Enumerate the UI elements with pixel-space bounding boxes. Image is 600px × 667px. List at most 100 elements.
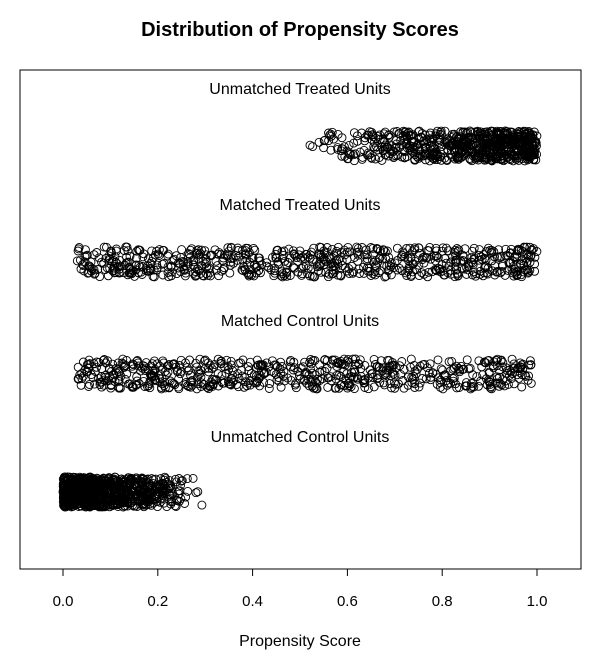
data-point bbox=[474, 250, 484, 260]
data-point bbox=[84, 261, 94, 271]
data-point bbox=[312, 378, 321, 388]
data-point bbox=[152, 483, 162, 492]
data-point bbox=[353, 373, 363, 383]
data-point bbox=[122, 369, 132, 379]
data-point bbox=[132, 474, 142, 484]
data-point bbox=[488, 151, 498, 161]
data-point bbox=[471, 269, 481, 279]
data-point bbox=[166, 490, 176, 500]
data-point bbox=[152, 359, 162, 369]
data-point bbox=[524, 371, 534, 381]
data-point bbox=[319, 143, 329, 153]
data-point bbox=[319, 260, 329, 270]
data-point bbox=[84, 355, 94, 365]
data-point bbox=[356, 364, 366, 374]
data-point bbox=[462, 355, 472, 365]
data-point bbox=[93, 478, 103, 487]
data-point bbox=[417, 268, 427, 278]
data-point bbox=[249, 370, 259, 380]
data-point bbox=[481, 139, 491, 148]
data-point bbox=[192, 384, 202, 394]
x-axis-title: Propensity Score bbox=[239, 633, 361, 650]
data-point bbox=[85, 479, 95, 489]
data-point bbox=[82, 367, 92, 376]
data-point bbox=[370, 143, 380, 153]
data-point bbox=[402, 152, 412, 162]
data-point bbox=[183, 486, 193, 496]
data-point bbox=[371, 261, 381, 271]
data-point bbox=[106, 383, 116, 393]
data-point bbox=[344, 148, 354, 158]
data-point bbox=[447, 356, 457, 366]
data-point bbox=[378, 366, 388, 376]
data-point bbox=[286, 376, 296, 385]
data-point bbox=[112, 496, 122, 506]
data-point bbox=[333, 144, 343, 154]
data-point bbox=[326, 131, 336, 141]
data-point bbox=[378, 245, 388, 255]
chart-title: Distribution of Propensity Scores bbox=[141, 19, 459, 41]
data-point bbox=[303, 269, 313, 279]
data-point bbox=[244, 366, 254, 376]
data-point bbox=[77, 477, 87, 487]
data-point bbox=[349, 128, 359, 138]
data-point bbox=[190, 271, 200, 281]
data-point bbox=[97, 482, 106, 492]
data-point bbox=[507, 369, 517, 378]
data-point bbox=[182, 474, 192, 484]
data-point bbox=[80, 245, 90, 255]
data-point bbox=[397, 357, 407, 366]
data-point bbox=[384, 132, 394, 142]
data-point bbox=[166, 261, 176, 271]
data-point bbox=[329, 251, 339, 261]
data-point bbox=[132, 490, 142, 500]
data-point bbox=[402, 244, 411, 253]
data-point bbox=[240, 265, 250, 274]
data-point bbox=[88, 373, 98, 382]
data-point bbox=[481, 247, 491, 257]
data-point bbox=[297, 264, 307, 273]
data-point bbox=[404, 127, 414, 137]
data-point bbox=[438, 384, 448, 394]
data-point bbox=[391, 379, 401, 389]
data-point bbox=[397, 250, 407, 260]
data-point bbox=[389, 127, 399, 137]
data-point bbox=[280, 256, 290, 266]
data-point bbox=[95, 380, 105, 389]
x-tick-label: 0.6 bbox=[337, 593, 358, 610]
data-point bbox=[419, 269, 429, 279]
data-point bbox=[271, 369, 281, 379]
data-point bbox=[522, 265, 532, 275]
data-point bbox=[368, 132, 378, 142]
data-point bbox=[459, 135, 469, 145]
data-point bbox=[428, 368, 438, 378]
data-point bbox=[159, 245, 169, 255]
data-point bbox=[109, 474, 119, 484]
data-point bbox=[125, 251, 135, 261]
data-point bbox=[495, 253, 505, 263]
group-label: Unmatched Treated Units bbox=[209, 81, 390, 98]
data-point bbox=[200, 364, 210, 373]
data-point bbox=[120, 261, 129, 270]
data-point bbox=[137, 270, 147, 279]
data-point bbox=[191, 488, 201, 498]
data-point bbox=[75, 482, 85, 492]
data-point bbox=[63, 479, 73, 488]
data-point bbox=[342, 356, 352, 366]
data-point bbox=[348, 268, 358, 278]
data-point bbox=[143, 474, 153, 484]
data-point bbox=[479, 357, 489, 367]
data-point bbox=[470, 133, 480, 143]
data-point bbox=[145, 494, 155, 504]
data-point bbox=[433, 155, 442, 164]
data-point bbox=[145, 383, 155, 393]
data-point bbox=[445, 135, 455, 145]
data-point bbox=[408, 374, 418, 384]
data-point bbox=[512, 266, 522, 276]
data-point bbox=[123, 270, 133, 280]
data-point bbox=[223, 243, 233, 253]
data-point bbox=[390, 370, 400, 380]
data-point bbox=[214, 271, 224, 281]
data-point bbox=[226, 360, 236, 370]
